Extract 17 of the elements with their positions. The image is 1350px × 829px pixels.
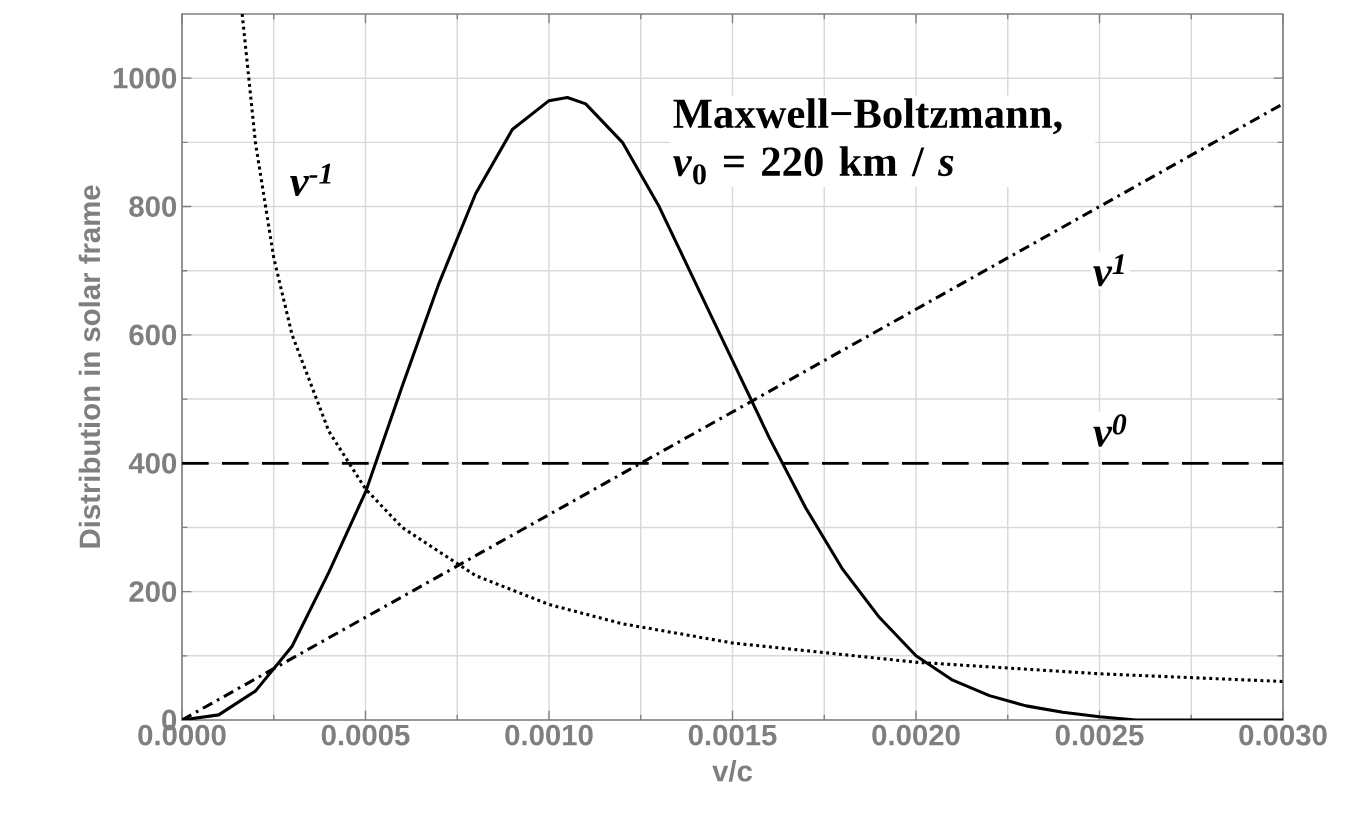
y-tick-label: 200 (129, 581, 177, 603)
x-axis-title: v/c (712, 760, 753, 782)
y-tick-label: 800 (129, 196, 177, 217)
x-tick-label: 0.0005 (321, 724, 410, 746)
series-label: ν$^{-1}$ (290, 163, 331, 196)
series-label: Maxwell−Boltzmann, v$_{0}$ = 220 km / s (673, 98, 1062, 185)
x-tick-label: 0.0030 (1239, 724, 1327, 746)
y-tick-label: 600 (129, 324, 177, 346)
y-tick-label: 400 (128, 452, 177, 474)
series-label: ν$^{0}$ (1093, 414, 1127, 447)
series-label: ν$^{1}$ (1093, 254, 1124, 287)
x-tick-label: 0.0015 (688, 724, 777, 746)
x-tick-label: 0.0020 (872, 724, 960, 746)
x-tick-label: 0.0025 (1055, 724, 1144, 746)
y-axis-title: Distribution in solar frame (78, 185, 101, 548)
x-tick-label: 0.0010 (505, 724, 593, 746)
y-tick-label: 1000 (113, 67, 177, 89)
